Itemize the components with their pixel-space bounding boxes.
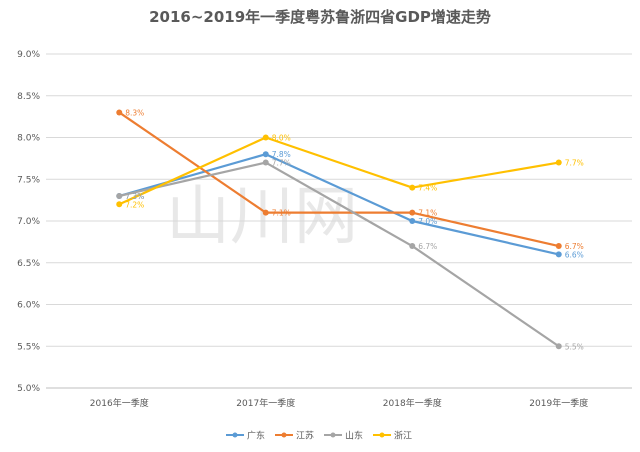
- data-point: [555, 159, 562, 166]
- data-point: [409, 218, 416, 224]
- data-label: 6.7%: [418, 242, 437, 251]
- data-point: [262, 151, 269, 158]
- data-point: [262, 209, 269, 216]
- data-label: 5.5%: [565, 342, 584, 351]
- grid-lines: [46, 53, 632, 389]
- x-tick-label: 2017年一季度: [236, 397, 295, 409]
- y-tick-label: 7.0%: [17, 217, 40, 227]
- x-tick-label: 2016年一季度: [90, 397, 149, 409]
- data-label: 6.6%: [565, 250, 584, 259]
- data-label: 7.3%: [125, 192, 144, 201]
- data-point: [116, 192, 123, 199]
- y-axis-ticks: 5.0% 5.5% 6.0% 6.5% 7.0% 7.5% 8.0% 8.5% 9.0%: [17, 50, 40, 394]
- data-label: 7.4%: [418, 184, 437, 193]
- data-point: [116, 109, 123, 116]
- data-labels: 7.3%7.8%7.0%6.6%8.3%7.1% 7.1%6.7%7.3%7.7%…: [125, 108, 584, 351]
- data-point: [555, 343, 562, 350]
- legend: 广东 江苏 山东 浙江: [226, 430, 412, 442]
- legend-label: 山东: [345, 430, 363, 442]
- data-point: [409, 209, 416, 216]
- data-label: 7.1%: [418, 209, 437, 218]
- x-axis-ticks: 2016年一季度 2017年一季度 2018年一季度 2019年一季度: [90, 397, 588, 409]
- legend-marker: [330, 432, 336, 438]
- data-point: [555, 243, 562, 250]
- data-point: [116, 201, 123, 208]
- y-tick-label: 9.0%: [17, 50, 40, 60]
- data-point: [262, 134, 269, 141]
- data-label: 7.1%: [272, 209, 291, 218]
- data-label: 8.3%: [125, 108, 144, 117]
- series-lines: [116, 109, 562, 350]
- y-tick-label: 8.0%: [17, 134, 40, 144]
- y-tick-label: 6.0%: [17, 301, 40, 311]
- y-tick-label: 5.0%: [17, 384, 40, 394]
- data-label: 7.7%: [565, 159, 584, 168]
- data-point: [262, 159, 269, 166]
- chart-title: 2016~2019年一季度粤苏鲁浙四省GDP增速走势: [149, 8, 491, 26]
- legend-label: 广东: [247, 430, 265, 442]
- data-label: 7.8%: [272, 150, 291, 159]
- y-tick-label: 8.5%: [17, 92, 40, 102]
- legend-marker: [281, 432, 287, 438]
- data-label: 8.0%: [272, 134, 291, 143]
- data-label: 7.0%: [418, 217, 437, 226]
- x-tick-label: 2018年一季度: [383, 397, 442, 409]
- legend-label: 浙江: [394, 430, 412, 442]
- series-line: [119, 161, 560, 348]
- legend-label: 江苏: [296, 430, 314, 442]
- data-point: [409, 184, 416, 191]
- data-label: 7.7%: [272, 159, 291, 168]
- y-tick-label: 5.5%: [17, 342, 40, 352]
- legend-marker: [232, 432, 238, 438]
- data-point: [555, 251, 562, 258]
- y-tick-label: 6.5%: [17, 259, 40, 269]
- y-tick-label: 7.5%: [17, 175, 40, 185]
- data-label: 7.2%: [125, 200, 144, 209]
- legend-marker: [379, 432, 385, 438]
- watermark: 山川网: [166, 180, 358, 254]
- series-line: [118, 136, 559, 206]
- data-label: 6.7%: [565, 242, 584, 251]
- series-line: [118, 111, 559, 248]
- series-line: [118, 153, 559, 256]
- data-point: [409, 243, 416, 250]
- x-tick-label: 2019年一季度: [529, 397, 588, 409]
- data-label: 7.3%: [125, 192, 144, 201]
